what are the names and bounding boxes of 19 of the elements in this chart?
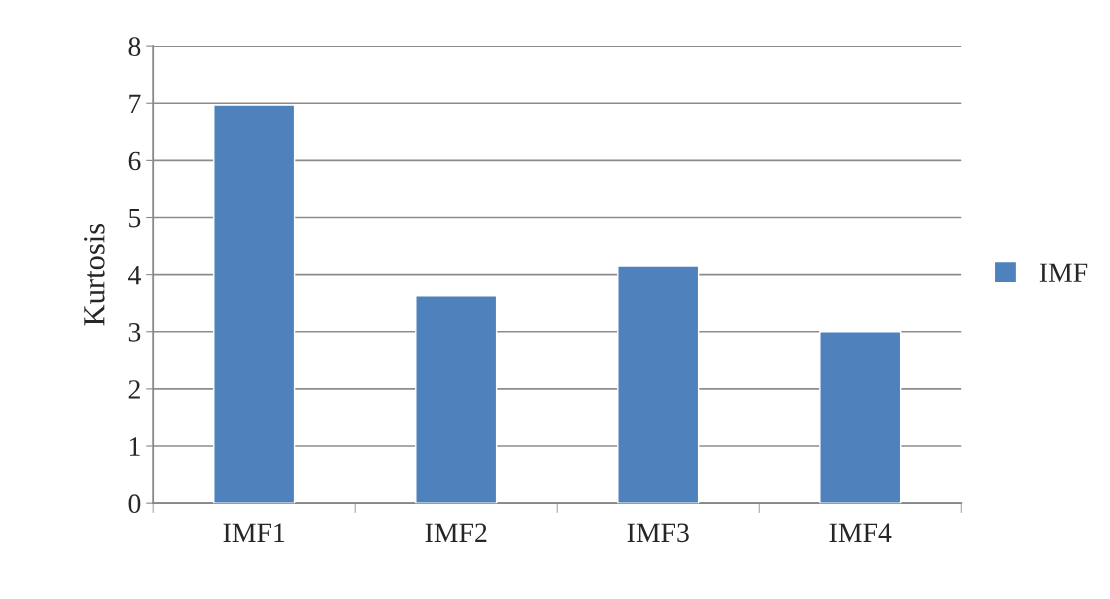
- y-tick-label: 8: [128, 37, 141, 57]
- bar: [819, 331, 902, 504]
- y-tick-label: 5: [129, 208, 141, 228]
- x-tick-label: IMF4: [829, 523, 892, 542]
- y-tick-label: 6: [128, 151, 141, 171]
- y-tick-label: 7: [129, 94, 141, 113]
- y-tick-label: 1: [129, 437, 140, 456]
- legend-label: IMF: [1039, 263, 1088, 282]
- y-tick-label: 3: [128, 323, 141, 342]
- bar: [617, 265, 700, 504]
- x-tick-label: IMF3: [627, 523, 689, 543]
- y-axis-title: Kurtosis: [84, 223, 105, 326]
- y-tick-label: 2: [128, 380, 140, 399]
- bar: [213, 104, 296, 504]
- y-tick-label: 4: [128, 265, 141, 285]
- bar: [415, 295, 498, 504]
- x-tick-label: IMF2: [425, 523, 487, 542]
- y-tick-label: 0: [128, 494, 141, 514]
- x-tick-label: IMF1: [223, 523, 285, 542]
